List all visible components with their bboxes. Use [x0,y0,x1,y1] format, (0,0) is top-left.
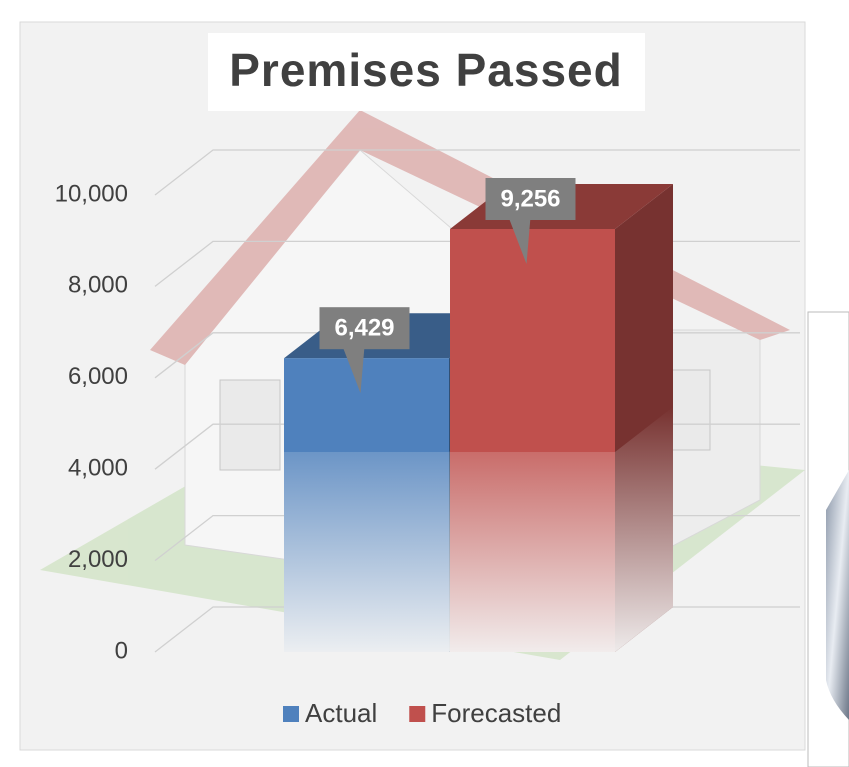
data-label: 6,429 [334,315,394,342]
legend-label: Forecasted [431,698,561,728]
side-panel-art [826,470,849,720]
page: Premises Passed 0 2,000 4,000 6,000 8,000 10,… [0,0,849,767]
y-tick-label: 0 [115,637,128,664]
chart-title: Premises Passed [229,44,623,96]
data-label: 9,256 [500,185,560,212]
y-tick-label: 8,000 [68,272,128,299]
y-tick-label: 4,000 [68,455,128,482]
legend-label: Actual [305,698,377,728]
legend-swatch [283,706,299,722]
chart: Premises Passed 0 2,000 4,000 6,000 8,000 10,… [0,0,849,767]
legend-swatch [409,706,425,722]
y-tick-label: 2,000 [68,546,128,573]
y-tick-label: 6,000 [68,363,128,390]
y-tick-label: 10,000 [55,180,128,207]
